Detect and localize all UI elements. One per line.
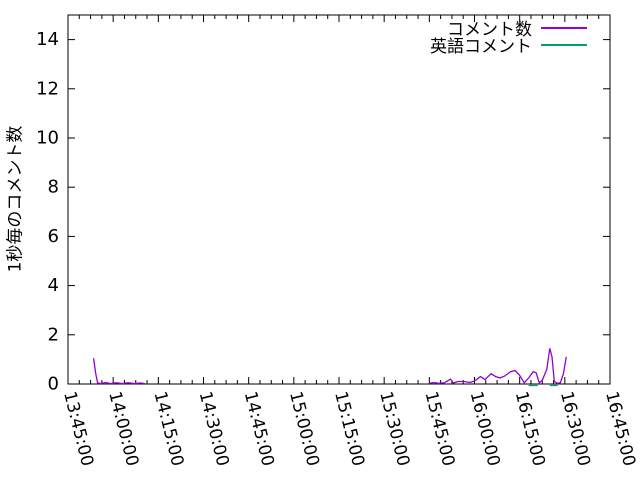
x-tick-label: 16:15:00 xyxy=(511,389,549,468)
y-tick-label: 10 xyxy=(36,128,59,149)
series-line-comments xyxy=(92,358,145,385)
legend-label-english-comments: 英語コメント xyxy=(430,37,532,57)
legend-line-sample-comments xyxy=(541,26,587,29)
y-axis-title: 1秒毎のコメント数 xyxy=(5,125,26,273)
y-tick-label: 6 xyxy=(48,226,59,247)
legend-item-comments: コメント数 xyxy=(327,19,587,40)
plot-border xyxy=(67,14,611,385)
y-tick-label: 0 xyxy=(48,374,59,395)
y-tick-label: 12 xyxy=(36,78,59,99)
y-tick-label: 14 xyxy=(36,29,59,50)
x-tick-label: 14:00:00 xyxy=(104,389,142,468)
y-tick-label: 2 xyxy=(48,324,59,345)
x-tick-label: 16:00:00 xyxy=(466,389,504,468)
x-tick-label: 14:30:00 xyxy=(195,389,233,468)
legend-item-english-comments: 英語コメント xyxy=(327,36,587,57)
y-tick-label: 8 xyxy=(48,177,59,198)
legend-line-sample-english-comments xyxy=(541,43,587,46)
legend-label-comments: コメント数 xyxy=(447,20,532,40)
legend: コメント数 英語コメント xyxy=(327,19,587,57)
x-tick-label: 14:15:00 xyxy=(149,389,187,468)
x-tick-label: 16:30:00 xyxy=(556,389,594,468)
x-tick-label: 15:30:00 xyxy=(375,389,413,468)
x-tick-label: 15:00:00 xyxy=(285,389,323,468)
y-tick-label: 4 xyxy=(48,275,59,296)
x-tick-label: 15:45:00 xyxy=(420,389,458,468)
x-tick-label: 16:45:00 xyxy=(601,389,639,468)
series-line-comments xyxy=(429,348,567,384)
x-tick-label: 15:15:00 xyxy=(330,389,368,468)
x-tick-label: 14:45:00 xyxy=(240,389,278,468)
x-tick-label: 13:45:00 xyxy=(59,389,97,468)
